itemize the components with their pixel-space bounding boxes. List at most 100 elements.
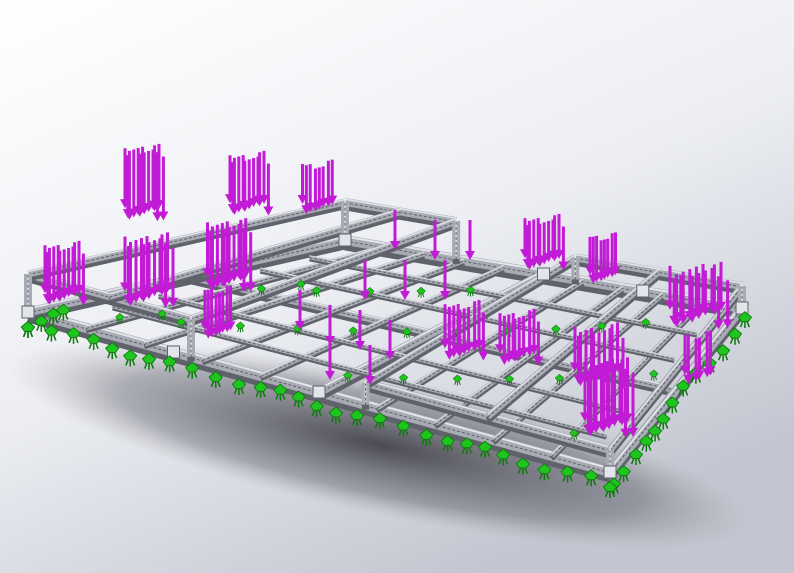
down-arrow-icon [227, 162, 238, 214]
fixture-icon [727, 327, 743, 345]
down-arrow-icon [122, 155, 133, 219]
down-arrow-icon [385, 320, 395, 360]
fixture-icon [66, 326, 81, 344]
fixture-icon [459, 437, 475, 455]
fixture-icon [665, 396, 680, 414]
fixture-icon [396, 419, 411, 437]
down-arrow-icon [596, 363, 607, 431]
fixture-icon [273, 383, 288, 401]
down-arrow-icon [615, 363, 625, 424]
down-arrow-icon [142, 236, 152, 298]
down-arrow-icon [684, 269, 695, 321]
down-arrow-icon [591, 235, 602, 282]
down-arrow-icon [495, 313, 505, 354]
fixture-icon [46, 307, 61, 325]
fixture-icon [477, 440, 493, 458]
down-arrow-icon [589, 368, 599, 431]
fixture-icon [372, 412, 388, 430]
corner-bracket [21, 305, 35, 319]
down-arrow-icon [295, 290, 305, 330]
down-arrow-icon [607, 359, 618, 425]
down-arrow-icon [245, 232, 256, 292]
fixture-icon [440, 434, 455, 452]
corner-bracket [636, 284, 650, 298]
down-arrow-icon [474, 299, 484, 349]
fixture-icon [737, 311, 753, 329]
fixture-icon [34, 314, 49, 332]
fixture-icon [649, 369, 659, 381]
cross-member [606, 304, 746, 480]
corner-bracket [603, 465, 617, 479]
down-arrow-icon [573, 335, 584, 384]
fixture-icon [328, 406, 344, 424]
down-arrow-icon [238, 155, 249, 211]
fixture-icon [56, 303, 71, 321]
down-arrow-icon [225, 285, 236, 331]
fixture-icon [675, 379, 691, 397]
down-arrow-icon [691, 266, 702, 317]
down-arrow-icon [602, 361, 612, 428]
right-raised-box-cross [485, 268, 661, 424]
down-arrow-icon [152, 152, 163, 222]
fixture-icon [86, 332, 101, 350]
down-arrow-icon [234, 223, 244, 279]
down-arrow-icon [217, 223, 228, 286]
fixture-icon [639, 434, 654, 452]
down-arrow-icon [222, 221, 233, 283]
down-arrow-icon [229, 225, 240, 282]
fixture-icon [583, 469, 599, 487]
fixture-icon [253, 380, 268, 398]
fixture-icon [616, 465, 631, 483]
fixture-icon [551, 324, 561, 336]
left-raised-box-cross [189, 217, 458, 326]
down-arrow-icon [78, 253, 89, 306]
down-arrow-icon [168, 247, 178, 307]
fixture-icon [419, 428, 434, 446]
fixture-icon [715, 344, 731, 362]
down-arrow-icon [522, 225, 533, 269]
fixture-icon [162, 355, 177, 373]
down-arrow-icon [628, 372, 638, 437]
down-arrow-icon [253, 156, 263, 205]
down-arrow-icon [713, 276, 724, 330]
down-arrow-icon [707, 267, 717, 312]
fixture-icon [123, 349, 138, 367]
down-arrow-icon [558, 226, 569, 271]
down-arrow-icon [533, 321, 544, 366]
frame-assembly[interactable] [21, 198, 749, 483]
fixture-icon [312, 286, 322, 298]
down-arrow-icon [620, 368, 631, 438]
force-arrows[interactable] [40, 143, 733, 438]
down-arrow-icon [360, 260, 370, 300]
down-arrow-icon [68, 246, 78, 295]
down-arrow-icon [365, 345, 375, 385]
down-arrow-icon [669, 277, 680, 325]
down-arrow-icon [694, 337, 705, 380]
down-arrow-icon [160, 243, 171, 308]
down-arrow-icon [305, 164, 316, 213]
fixture-icon [465, 285, 476, 297]
fixture-icon [602, 480, 618, 499]
fixture-icon [554, 374, 565, 385]
fixture-icon [560, 465, 575, 483]
down-arrow-icon [318, 166, 329, 208]
fixture-icon [641, 318, 651, 329]
fixture-icon [208, 370, 223, 389]
down-arrow-icon [463, 306, 474, 352]
down-arrow-icon [123, 245, 134, 304]
down-arrow-icon [148, 149, 158, 210]
down-arrow-icon [548, 219, 558, 260]
fixture-icon [184, 361, 200, 379]
left-raised-box-cross [27, 198, 346, 282]
down-arrow-icon [355, 310, 365, 350]
down-arrow-icon [675, 275, 686, 322]
fixture-icon [141, 352, 157, 370]
down-arrow-icon [400, 260, 410, 300]
fixture-icon [44, 324, 59, 342]
down-arrow-icon [53, 245, 64, 301]
fixture-icon [628, 448, 644, 466]
down-arrow-icon [390, 210, 400, 250]
fixture-icon [537, 463, 552, 481]
